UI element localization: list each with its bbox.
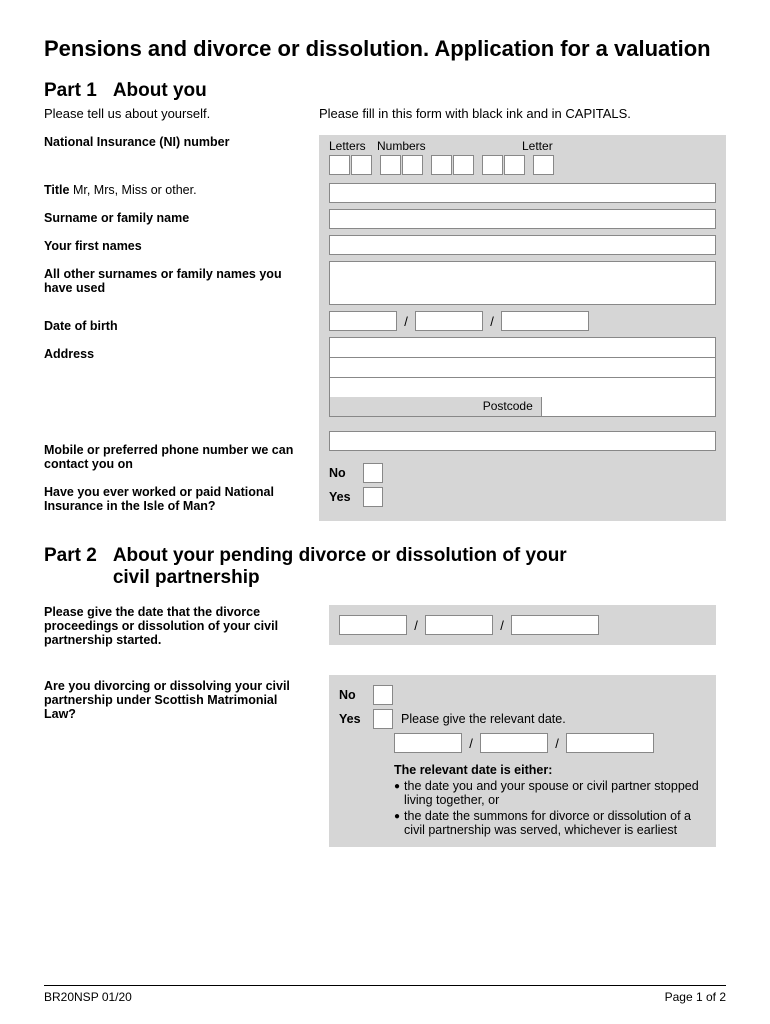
part1-text: About you bbox=[113, 80, 207, 102]
ni-box[interactable] bbox=[504, 155, 525, 175]
footer-ref: BR20NSP bbox=[44, 990, 98, 1004]
ni-header-letters: Letters bbox=[329, 139, 377, 153]
part2-num: Part 2 bbox=[44, 545, 97, 589]
relevant-date-group: / / bbox=[394, 733, 706, 753]
scottish-yes-hint: Please give the relevant date. bbox=[401, 712, 566, 726]
page-title: Pensions and divorce or dissolution. App… bbox=[44, 36, 726, 62]
proceedings-month[interactable] bbox=[425, 615, 493, 635]
relevant-year[interactable] bbox=[566, 733, 654, 753]
scottish-yes-label: Yes bbox=[339, 712, 365, 726]
scottish-no-checkbox[interactable] bbox=[373, 685, 393, 705]
relevant-month[interactable] bbox=[480, 733, 548, 753]
footer-page: Page 1 of 2 bbox=[665, 990, 726, 1004]
ni-box[interactable] bbox=[533, 155, 554, 175]
ni-box[interactable] bbox=[380, 155, 401, 175]
address-line-3[interactable] bbox=[329, 377, 716, 397]
iom-no-checkbox[interactable] bbox=[363, 463, 383, 483]
ni-box[interactable] bbox=[431, 155, 452, 175]
bullet-icon: ● bbox=[394, 809, 400, 837]
label-q1: Please give the date that the divorce pr… bbox=[44, 605, 299, 677]
label-dob: Date of birth bbox=[44, 319, 299, 345]
ni-box[interactable] bbox=[453, 155, 474, 175]
label-firstnames: Your first names bbox=[44, 239, 299, 265]
postcode-input[interactable] bbox=[542, 397, 715, 416]
iom-yes-checkbox[interactable] bbox=[363, 487, 383, 507]
firstnames-input[interactable] bbox=[329, 235, 716, 255]
title-input[interactable] bbox=[329, 183, 716, 203]
surname-input[interactable] bbox=[329, 209, 716, 229]
label-ni: National Insurance (NI) number bbox=[44, 135, 299, 181]
dob-month[interactable] bbox=[415, 311, 483, 331]
postcode-label: Postcode bbox=[330, 397, 542, 416]
label-iom: Have you ever worked or paid National In… bbox=[44, 485, 299, 513]
label-othersurnames: All other surnames or family names you h… bbox=[44, 267, 299, 317]
scottish-no-label: No bbox=[339, 688, 365, 702]
part2-heading: Part 2 About your pending divorce or dis… bbox=[44, 545, 726, 589]
address-line-1[interactable] bbox=[329, 337, 716, 357]
proceedings-date-group: / / bbox=[339, 615, 706, 635]
iom-no-label: No bbox=[329, 466, 355, 480]
relevant-bullet-1: the date you and your spouse or civil pa… bbox=[404, 779, 706, 807]
scottish-yes-checkbox[interactable] bbox=[373, 709, 393, 729]
page-footer: BR20NSP 01/20 Page 1 of 2 bbox=[44, 985, 726, 1004]
part2-text: About your pending divorce or dissolutio… bbox=[113, 545, 593, 589]
ni-box[interactable] bbox=[402, 155, 423, 175]
iom-yes-label: Yes bbox=[329, 490, 355, 504]
ni-header-letter: Letter bbox=[522, 139, 553, 153]
ni-header-numbers: Numbers bbox=[377, 139, 522, 153]
label-address: Address bbox=[44, 347, 299, 441]
footer-date: 01/20 bbox=[98, 990, 131, 1004]
relevant-date-heading: The relevant date is either: bbox=[394, 763, 706, 777]
relevant-bullet-2: the date the summons for divorce or diss… bbox=[404, 809, 706, 837]
label-surname: Surname or family name bbox=[44, 211, 299, 237]
part1-num: Part 1 bbox=[44, 80, 97, 102]
address-line-2[interactable] bbox=[329, 357, 716, 377]
proceedings-year[interactable] bbox=[511, 615, 599, 635]
label-title: Title Mr, Mrs, Miss or other. bbox=[44, 183, 299, 209]
proceedings-day[interactable] bbox=[339, 615, 407, 635]
relevant-day[interactable] bbox=[394, 733, 462, 753]
dob-year[interactable] bbox=[501, 311, 589, 331]
part1-fields-panel: Letters Numbers Letter / / bbox=[319, 135, 726, 521]
bullet-icon: ● bbox=[394, 779, 400, 807]
label-q2: Are you divorcing or dissolving your civ… bbox=[44, 679, 299, 721]
part1-heading: Part 1 About you bbox=[44, 80, 726, 102]
ni-box[interactable] bbox=[351, 155, 372, 175]
othersurnames-input[interactable] bbox=[329, 261, 716, 305]
phone-input[interactable] bbox=[329, 431, 716, 451]
part1-intro-right: Please fill in this form with black ink … bbox=[319, 106, 726, 121]
ni-box[interactable] bbox=[482, 155, 503, 175]
dob-input-group: / / bbox=[329, 311, 716, 331]
label-phone: Mobile or preferred phone number we can … bbox=[44, 443, 299, 483]
dob-day[interactable] bbox=[329, 311, 397, 331]
ni-input-group bbox=[329, 155, 716, 175]
ni-box[interactable] bbox=[329, 155, 350, 175]
part1-intro-left: Please tell us about yourself. bbox=[44, 106, 299, 121]
